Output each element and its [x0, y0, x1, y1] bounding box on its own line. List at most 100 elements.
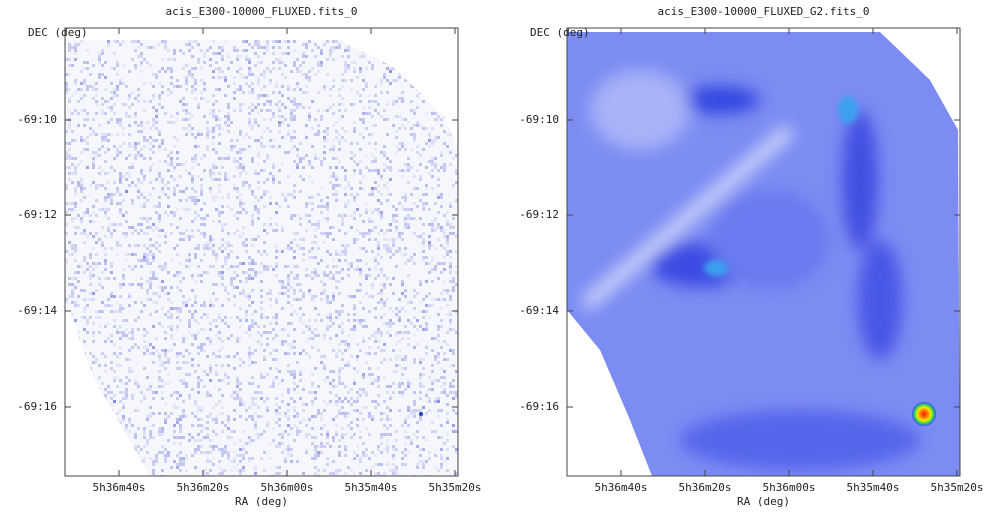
pixel: [74, 340, 77, 343]
pixel: [377, 241, 380, 244]
pixel: [125, 448, 128, 451]
pixel: [338, 259, 341, 262]
pixel: [68, 343, 71, 346]
pixel: [98, 409, 101, 412]
pixel: [287, 280, 290, 283]
pixel: [293, 376, 296, 379]
pixel: [281, 229, 284, 232]
pixel: [341, 328, 344, 331]
pixel: [401, 97, 404, 100]
pixel: [347, 199, 350, 202]
pixel: [335, 193, 338, 196]
pixel: [107, 337, 110, 340]
pixel: [278, 124, 281, 127]
pixel: [176, 421, 179, 424]
pixel: [362, 49, 365, 52]
pixel: [116, 187, 119, 190]
pixel: [236, 256, 239, 259]
pixel: [401, 100, 404, 103]
pixel: [110, 232, 113, 235]
pixel: [305, 34, 308, 37]
pixel: [434, 136, 437, 139]
pixel: [149, 250, 152, 253]
pixel: [335, 334, 338, 337]
pixel: [302, 157, 305, 160]
pixel: [233, 460, 236, 463]
pixel: [209, 109, 212, 112]
pixel: [155, 301, 158, 304]
pixel: [383, 184, 386, 187]
pixel: [236, 265, 239, 268]
pixel: [293, 388, 296, 391]
pixel: [431, 379, 434, 382]
pixel: [362, 118, 365, 121]
pixel: [122, 214, 125, 217]
pixel: [242, 361, 245, 364]
pixel: [374, 307, 377, 310]
pixel: [74, 82, 77, 85]
pixel: [326, 274, 329, 277]
pixel: [290, 37, 293, 40]
pixel: [239, 133, 242, 136]
pixel: [137, 55, 140, 58]
pixel: [122, 406, 125, 409]
pixel: [128, 145, 131, 148]
pixel: [359, 274, 362, 277]
pixel: [341, 250, 344, 253]
pixel: [401, 145, 404, 148]
pixel: [251, 277, 254, 280]
pixel: [380, 193, 383, 196]
pixel: [227, 427, 230, 430]
pixel: [365, 427, 368, 430]
pixel: [380, 211, 383, 214]
pixel: [371, 250, 374, 253]
pixel: [326, 265, 329, 268]
pixel: [218, 118, 221, 121]
pixel: [149, 262, 152, 265]
pixel: [209, 265, 212, 268]
pixel: [269, 265, 272, 268]
pixel: [254, 34, 257, 37]
pixel: [416, 169, 419, 172]
pixel: [173, 247, 176, 250]
pixel: [260, 196, 263, 199]
pixel: [236, 316, 239, 319]
pixel: [383, 34, 386, 37]
pixel: [314, 307, 317, 310]
pixel: [257, 235, 260, 238]
pixel: [77, 295, 80, 298]
pixel: [365, 250, 368, 253]
pixel: [209, 379, 212, 382]
pixel: [434, 466, 437, 469]
pixel: [212, 463, 215, 466]
pixel: [248, 136, 251, 139]
pixel: [425, 184, 428, 187]
pixel: [431, 223, 434, 226]
pixel: [296, 163, 299, 166]
pixel: [446, 394, 449, 397]
pixel: [248, 439, 251, 442]
pixel: [176, 454, 179, 457]
pixel: [158, 70, 161, 73]
pixel: [269, 292, 272, 295]
pixel: [455, 154, 458, 157]
pixel: [128, 295, 131, 298]
pixel: [200, 49, 203, 52]
pixel: [164, 193, 167, 196]
pixel: [107, 193, 110, 196]
pixel: [449, 133, 452, 136]
pixel: [128, 358, 131, 361]
pixel: [263, 229, 266, 232]
pixel: [449, 265, 452, 268]
pixel: [137, 409, 140, 412]
pixel: [164, 43, 167, 46]
pixel: [449, 295, 452, 298]
pixel: [293, 238, 296, 241]
pixel: [413, 43, 416, 46]
pixel: [182, 238, 185, 241]
pixel: [440, 409, 443, 412]
pixel: [320, 355, 323, 358]
pixel: [80, 160, 83, 163]
pixel: [356, 355, 359, 358]
pixel: [221, 271, 224, 274]
